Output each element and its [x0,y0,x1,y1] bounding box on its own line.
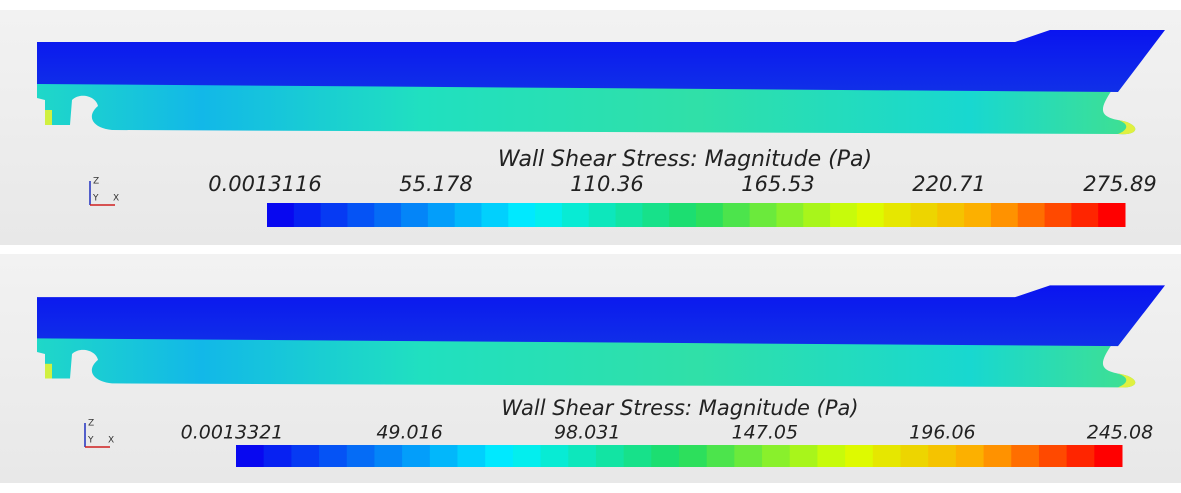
colorbar-segment [346,445,375,467]
colorbar-segment [267,203,295,227]
colorbar-segment [910,203,938,227]
hull-render [37,30,1165,135]
colorbar-tick-label: 0.0013116 [208,172,322,196]
colorbar-segment [508,203,536,227]
colorbar-segment [320,203,348,227]
triad-label: X [113,194,119,204]
colorbar-segment [588,203,617,227]
colorbar-segment [561,203,590,227]
colorbar-segment [568,445,597,467]
hull-render [37,285,1165,388]
colorbar-segment [374,203,402,227]
colorbar-segment [983,445,1012,467]
colorbar-segment [481,203,509,227]
colorbar-segment [900,445,929,467]
colorbar-segment [402,445,431,467]
colorbar-segment [776,203,804,227]
colorbar-segment [615,203,643,227]
colorbar-segment [429,445,458,467]
colorbar-tick-label: 165.53 [741,172,814,196]
colorbar-segment [454,203,482,227]
colorbar-segment [817,445,846,467]
colorbar-tick-label: 220.71 [912,172,985,196]
colorbar-tick-label: 196.06 [909,422,975,444]
colorbar-segment [651,445,680,467]
colorbar-segment [1044,203,1072,227]
colorbar-segment [263,445,292,467]
colorbar-segment [669,203,697,227]
colorbar-segment [872,445,901,467]
colorbar-segment [1017,203,1046,227]
colorbar-segment [642,203,670,227]
triad-label: Y [87,436,94,446]
colorbar-segment [623,445,652,467]
colorbar-segment [319,445,348,467]
colorbar-segment [789,445,818,467]
colorbar-segment [749,203,777,227]
colorbar-segment [734,445,763,467]
colorbar-segment [856,203,885,227]
triad-label: X [108,436,114,446]
colorbar-segment [883,203,911,227]
colorbar-segment [679,445,708,467]
legend-title: Wall Shear Stress: Magnitude (Pa) [501,396,858,420]
colorbar-segment [1011,445,1040,467]
colorbar-tick-label: 275.89 [1083,172,1156,196]
colorbar-segment [1094,445,1123,467]
colorbar-segment [427,203,456,227]
colorbar-segment [845,445,874,467]
colorbar-segment [485,445,514,467]
colorbar-segment [803,203,831,227]
triad-label: Y [92,194,99,204]
colorbar-segment [964,203,992,227]
triad-label: Z [93,177,99,187]
colorbar-tick-label: 98.031 [554,422,620,444]
colorbar-tick-label: 55.178 [399,172,472,196]
colorbar-tick-label: 110.36 [570,172,643,196]
colorbar-segment [347,203,375,227]
colorbar-tick-label: 245.08 [1087,422,1153,444]
colorbar-tick-label: 0.0013321 [181,422,284,444]
colorbar-tick-label: 49.016 [376,422,442,444]
colorbar-segment [762,445,791,467]
colorbar-segment [955,445,985,467]
colorbar-segment [696,203,724,227]
colorbar-segment [1071,203,1099,227]
colorbar-segment [1098,203,1126,227]
triad-label: Z [88,419,94,429]
colorbar-segment [1066,445,1095,467]
colorbar-segment [512,445,542,467]
colorbar-segment [722,203,751,227]
legend-title: Wall Shear Stress: Magnitude (Pa) [498,147,872,172]
colorbar-tick-label: 147.05 [732,422,798,444]
colorbar-segment [937,203,965,227]
colorbar-segment [1038,445,1068,467]
colorbar-segment [540,445,569,467]
colorbar-segment [830,203,858,227]
colorbar-segment [457,445,486,467]
colorbar-segment [595,445,625,467]
colorbar-segment [535,203,563,227]
colorbar-segment [401,203,429,227]
colorbar-segment [291,445,320,467]
colorbar-segment [293,203,322,227]
colorbar-segment [990,203,1019,227]
colorbar-segment [928,445,957,467]
colorbar-segment [706,445,735,467]
colorbar-segment [236,445,265,467]
colorbar-segment [374,445,403,467]
